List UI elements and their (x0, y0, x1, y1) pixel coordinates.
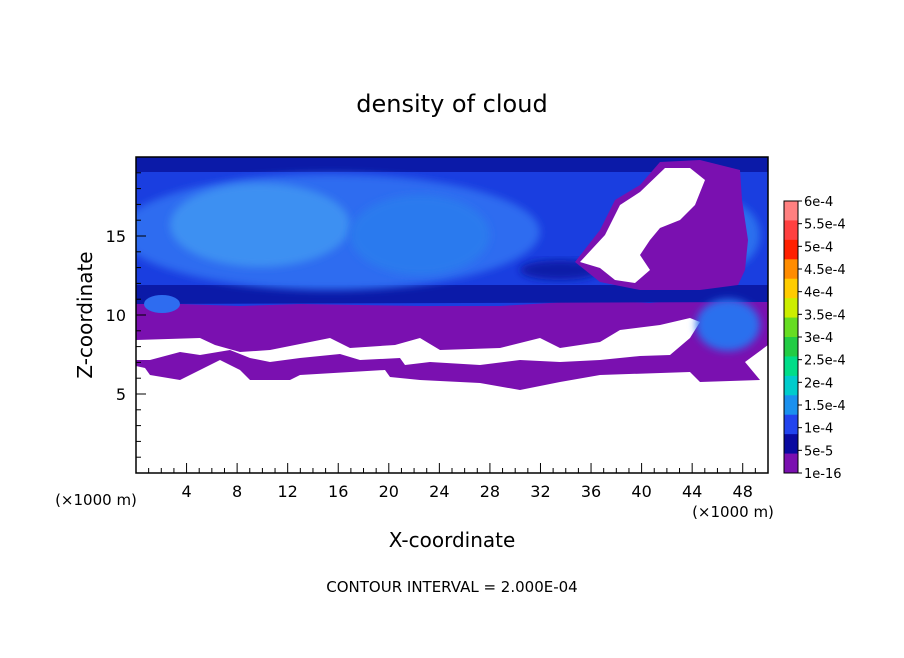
colorbar-label: 5e-5 (804, 444, 833, 459)
colorbar-label: 2.5e-4 (804, 354, 846, 369)
colorbar-swatch (784, 298, 798, 319)
colorbar-swatch (784, 453, 798, 474)
colorbar-label: 3e-4 (804, 331, 833, 346)
colorbar-label: 6e-4 (804, 195, 833, 210)
colorbar: 6e-4 5.5e-4 5e-4 4.5e-4 4e-4 3.5e-4 3e-4 2.5e-4… (783, 195, 846, 482)
y-tick-label: 15 (106, 227, 126, 246)
y-axis-label: Z-coordinate (73, 251, 97, 378)
y-axis: 5 10 15 (106, 172, 146, 458)
colorbar-swatch (784, 375, 798, 396)
x-tick-label: 4 (181, 482, 191, 501)
colorbar-swatch (784, 414, 798, 435)
x-tick-label: 48 (733, 482, 753, 501)
x-tick-label: 40 (631, 482, 651, 501)
x-tick-label: 8 (232, 482, 242, 501)
right-blue-blob (696, 299, 760, 351)
colorbar-label: 4.5e-4 (804, 263, 846, 278)
colorbar-label: 3.5e-4 (804, 308, 846, 323)
clear-gap (136, 318, 700, 365)
colorbar-label: 4e-4 (804, 286, 833, 301)
colorbar-label: 5e-4 (804, 240, 833, 255)
x-tick-label: 12 (278, 482, 298, 501)
deck-top-dark (136, 157, 768, 172)
y-tick-label: 10 (106, 306, 126, 325)
colorbar-label: 2e-4 (804, 376, 833, 391)
x-tick-label: 44 (682, 482, 702, 501)
colorbar-label: 1e-4 (804, 422, 833, 437)
contour-interval-note: CONTOUR INTERVAL = 2.000E-04 (326, 578, 577, 596)
plot-area (136, 157, 768, 473)
colorbar-swatch (784, 201, 798, 221)
chart-title: density of cloud (356, 90, 547, 118)
colorbar-swatch (784, 395, 798, 416)
x-tick-label: 16 (328, 482, 348, 501)
core-blue-2 (170, 183, 350, 267)
x-tick-label: 36 (581, 482, 601, 501)
colorbar-swatch (784, 434, 798, 455)
colorbar-swatch (784, 278, 798, 299)
colorbar-label: 1e-16 (804, 467, 842, 482)
x-axis-label: X-coordinate (389, 528, 516, 552)
colorbar-swatch (784, 239, 798, 260)
x-tick-label: 24 (429, 482, 449, 501)
left-blue-blob (144, 295, 180, 313)
colorbar-label: 1.5e-4 (804, 399, 846, 414)
x-axis-unit-left: (×1000 m) (55, 491, 137, 509)
colorbar-swatch (784, 259, 798, 280)
upper-clear-gap (580, 168, 705, 283)
x-tick-label: 32 (530, 482, 550, 501)
y-tick-label: 5 (116, 385, 126, 404)
colorbar-swatch (784, 337, 798, 357)
colorbar-label: 5.5e-4 (804, 218, 846, 233)
x-axis: 4 8 12 16 20 24 28 32 36 40 44 48 (148, 463, 756, 501)
x-tick-label: 28 (480, 482, 500, 501)
cloud-base-layer (136, 300, 768, 390)
core-blue-3 (350, 195, 490, 275)
colorbar-swatch (784, 220, 798, 241)
x-axis-unit-right: (×1000 m) (692, 503, 774, 521)
x-tick-label: 20 (379, 482, 399, 501)
colorbar-swatch (784, 317, 798, 338)
colorbar-swatch (784, 356, 798, 377)
deck-bottom-dark (136, 285, 768, 304)
